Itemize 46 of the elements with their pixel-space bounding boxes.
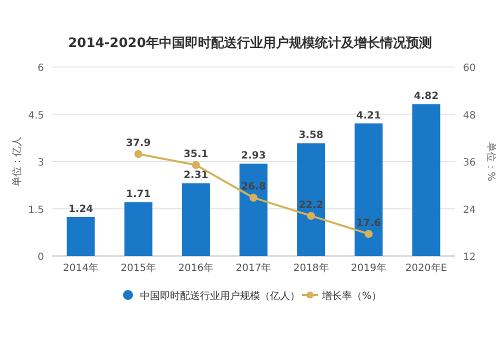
x-tick-label: 2015年 [120, 262, 156, 274]
x-tick-label: 2016年 [178, 262, 214, 274]
data-label: 2.31 [184, 170, 208, 182]
point [134, 150, 142, 158]
y2-tick-label: 60 [463, 63, 476, 74]
y2-tick-label: 48 [463, 110, 476, 122]
bar [297, 143, 326, 256]
point [364, 230, 373, 238]
point [192, 161, 200, 170]
data-label: 1.24 [68, 204, 94, 215]
legend-label: 增长率（%） [321, 290, 382, 302]
legend-label: 中国即时配送行业用户规模（亿人） [140, 290, 300, 302]
data-label: 3.58 [298, 130, 324, 142]
y-tick-label: 4.5 [28, 110, 44, 122]
bar [240, 164, 268, 256]
data-label: 4.21 [356, 110, 382, 122]
y-tick-label: 6 [38, 63, 44, 74]
y2-axis-title: 单位：% [485, 142, 497, 182]
data-label: 1.71 [126, 189, 151, 200]
x-tick-label: 2014年 [63, 262, 99, 274]
bar [354, 123, 383, 256]
data-label: 17.6 [356, 218, 382, 229]
data-label: 26.8 [241, 182, 266, 193]
data-label: 4.82 [414, 91, 439, 102]
x-tick-label: 2018年 [293, 262, 329, 274]
y-axis-title: 单位：亿人 [11, 136, 23, 186]
bar [66, 216, 95, 256]
y2-tick-label: 24 [463, 204, 476, 216]
bar [412, 104, 440, 256]
bar [182, 183, 210, 256]
point [250, 194, 258, 202]
y2-tick-label: 36 [463, 158, 476, 168]
y-tick-label: 3 [38, 158, 44, 168]
x-tick-label: 2019年 [350, 262, 386, 274]
data-label: 37.9 [126, 138, 151, 150]
y-tick-label: 1.5 [28, 204, 44, 216]
chart-title: 2014-2020年中国即时配送行业用户规模统计及增长情况预测 [68, 35, 432, 51]
y-tick-label: 0 [38, 252, 44, 263]
x-tick-label: 2020年E [405, 262, 448, 274]
bar [124, 202, 152, 256]
data-label: 2.93 [241, 150, 266, 162]
data-label: 22.2 [298, 200, 324, 211]
point [307, 212, 316, 220]
y2-tick-label: 12 [463, 252, 476, 263]
x-tick-label: 2017年 [236, 262, 272, 274]
data-label: 35.1 [184, 149, 208, 160]
